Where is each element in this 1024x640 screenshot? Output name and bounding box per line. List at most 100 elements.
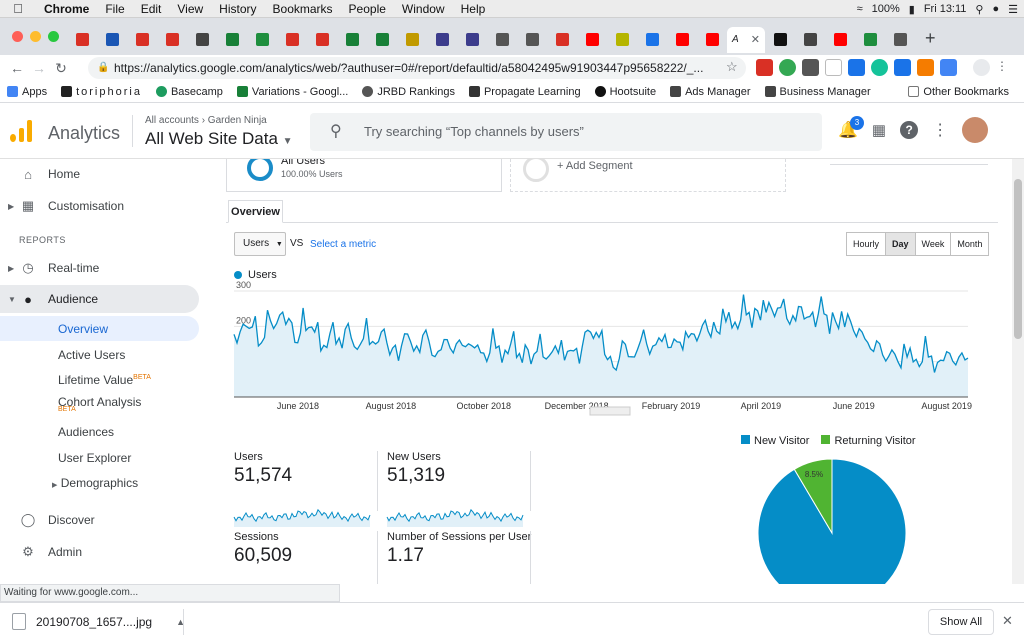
metric-select[interactable]: Users ▼ — [234, 232, 286, 256]
battery-percent[interactable]: 100% — [871, 3, 900, 15]
bookmark-hootsuite[interactable]: Hootsuite — [588, 86, 663, 98]
bookmark-jrbd[interactable]: JRBD Rankings — [355, 86, 462, 98]
pie-slice-returning[interactable] — [793, 458, 833, 535]
close-tab-icon[interactable]: ✕ — [750, 34, 760, 46]
close-icon[interactable]: ✕ — [1002, 613, 1013, 628]
browser-tab-6[interactable] — [247, 27, 277, 53]
menu-help[interactable]: Help — [460, 1, 486, 16]
kpi-new-users[interactable]: New Users 51,319 — [387, 451, 445, 486]
scrollbar-thumb[interactable] — [1014, 179, 1022, 339]
browser-after-tab-3[interactable] — [855, 27, 885, 53]
help-icon[interactable]: ? — [900, 121, 919, 139]
browser-tab-5[interactable] — [217, 27, 247, 53]
menu-people[interactable]: People — [348, 1, 386, 16]
browser-tab-18[interactable] — [607, 27, 637, 53]
browser-tab-9[interactable] — [337, 27, 367, 53]
sidebar-item-audience[interactable]: ▼ ● Audience — [0, 285, 199, 313]
browser-tab-8[interactable] — [307, 27, 337, 53]
bookmark-variations[interactable]: Variations - Googl... — [230, 86, 355, 98]
back-icon[interactable]: ← — [10, 60, 24, 76]
browser-tab-7[interactable] — [277, 27, 307, 53]
spotlight-icon[interactable]: ⚲ — [975, 3, 984, 16]
bookmark-business-manager[interactable]: Business Manager — [758, 86, 878, 98]
day-button[interactable]: Day — [885, 232, 916, 256]
ext-icon-3[interactable] — [917, 59, 934, 76]
close-window-icon[interactable] — [12, 31, 23, 42]
sidebar-item-home[interactable]: ⌂ Home — [0, 160, 218, 188]
ext-icon-2[interactable] — [894, 59, 911, 76]
sidebar-item-audiences[interactable]: Audiences — [58, 425, 115, 439]
bookmark-toriphoria[interactable]: toriphoria — [54, 86, 149, 98]
browser-tab-2[interactable] — [127, 27, 157, 53]
browser-tab-3[interactable] — [157, 27, 187, 53]
browser-after-tab-2[interactable] — [825, 27, 855, 53]
bookmark-propagate[interactable]: Propagate Learning — [462, 86, 588, 98]
menu-window[interactable]: Window — [401, 1, 445, 16]
iq-ext-icon[interactable] — [940, 59, 957, 76]
battery-icon[interactable]: ▮ — [908, 3, 915, 16]
avatar[interactable] — [962, 117, 989, 143]
forward-icon[interactable]: → — [32, 60, 46, 76]
menu-file[interactable]: File — [105, 1, 125, 16]
notification-center-icon[interactable]: ☰ — [1008, 3, 1018, 16]
sidebar-item-discover[interactable]: ◯ Discover — [0, 506, 218, 534]
select-metric-link[interactable]: Select a metric — [310, 239, 377, 250]
browser-tab-11[interactable] — [397, 27, 427, 53]
product-name[interactable]: Analytics — [48, 123, 121, 143]
sidebar-item-user-explorer[interactable]: User Explorer — [58, 451, 132, 465]
sidebar-item-active-users[interactable]: Active Users — [58, 348, 126, 362]
browser-tab-21[interactable] — [697, 27, 727, 53]
more-vert-icon[interactable]: ⋮ — [932, 122, 949, 139]
apple-icon[interactable]:  — [0, 1, 36, 16]
browser-after-tab-0[interactable] — [765, 27, 795, 53]
browser-tab-13[interactable] — [457, 27, 487, 53]
browser-after-tab-4[interactable] — [885, 27, 915, 53]
browser-tab-1[interactable] — [97, 27, 127, 53]
page-scrollbar[interactable] — [1012, 159, 1024, 584]
sidebar-item-cohort[interactable]: Cohort Analysis — [58, 395, 142, 409]
minimize-window-icon[interactable] — [30, 31, 41, 42]
add-segment-button[interactable]: + Add Segment — [510, 159, 786, 192]
kpi-sessions[interactable]: Sessions 60,509 — [234, 531, 292, 566]
menu-edit[interactable]: Edit — [140, 1, 162, 16]
browser-tab-15[interactable] — [517, 27, 547, 53]
blank-ext-icon[interactable] — [825, 59, 842, 76]
chrome-menu-icon[interactable]: ⋮ — [996, 59, 1008, 73]
ext-icon[interactable] — [848, 59, 865, 76]
show-all-button[interactable]: Show All — [928, 609, 994, 635]
sidebar-item-overview[interactable]: Overview — [0, 316, 199, 341]
tab-overview[interactable]: Overview — [228, 200, 283, 223]
date-range-edge[interactable] — [830, 159, 988, 165]
browser-tab-17[interactable] — [577, 27, 607, 53]
bell-icon[interactable]: 🔔 3 — [838, 116, 864, 140]
chart-resize-handle[interactable] — [589, 406, 631, 416]
pie-legend-returning[interactable]: Returning Visitor — [821, 435, 916, 447]
reload-icon[interactable]: ↻ — [55, 59, 67, 76]
download-item[interactable]: 20190708_1657....jpg ▲ — [12, 613, 185, 630]
browser-tab-12[interactable] — [427, 27, 457, 53]
menu-view[interactable]: View — [177, 1, 204, 16]
g-ext-icon[interactable] — [871, 59, 888, 76]
grammarly-ext-icon[interactable] — [779, 59, 796, 76]
tab-active[interactable]: A ✕ — [727, 26, 765, 53]
browser-tab-14[interactable] — [487, 27, 517, 53]
analytics-logo-icon[interactable] — [10, 120, 32, 142]
segment-all-users[interactable]: All Users 100.00% Users — [226, 159, 502, 192]
browser-tab-19[interactable] — [637, 27, 667, 53]
sidebar-item-demographics[interactable]: ▶ Demographics — [52, 476, 138, 490]
pie-slice-new[interactable] — [757, 458, 907, 584]
browser-tab-0[interactable] — [67, 27, 97, 53]
browser-tab-4[interactable] — [187, 27, 217, 53]
bookmark-basecamp[interactable]: Basecamp — [149, 86, 230, 98]
browser-tab-10[interactable] — [367, 27, 397, 53]
bookmark-star-icon[interactable]: ☆ — [726, 59, 738, 74]
menu-bookmarks[interactable]: Bookmarks — [272, 1, 333, 16]
month-button[interactable]: Month — [950, 232, 990, 256]
search-box[interactable]: ⚲ Try searching “Top channels by users” — [310, 113, 822, 151]
browser-after-tab-1[interactable] — [795, 27, 825, 53]
bookmark-ads-manager[interactable]: Ads Manager — [663, 86, 757, 98]
sidebar-item-customisation[interactable]: ▶ ▦ Customisation — [0, 192, 218, 220]
week-button[interactable]: Week — [914, 232, 952, 256]
profile-icon[interactable] — [973, 59, 990, 76]
kpi-users[interactable]: Users 51,574 — [234, 451, 292, 486]
